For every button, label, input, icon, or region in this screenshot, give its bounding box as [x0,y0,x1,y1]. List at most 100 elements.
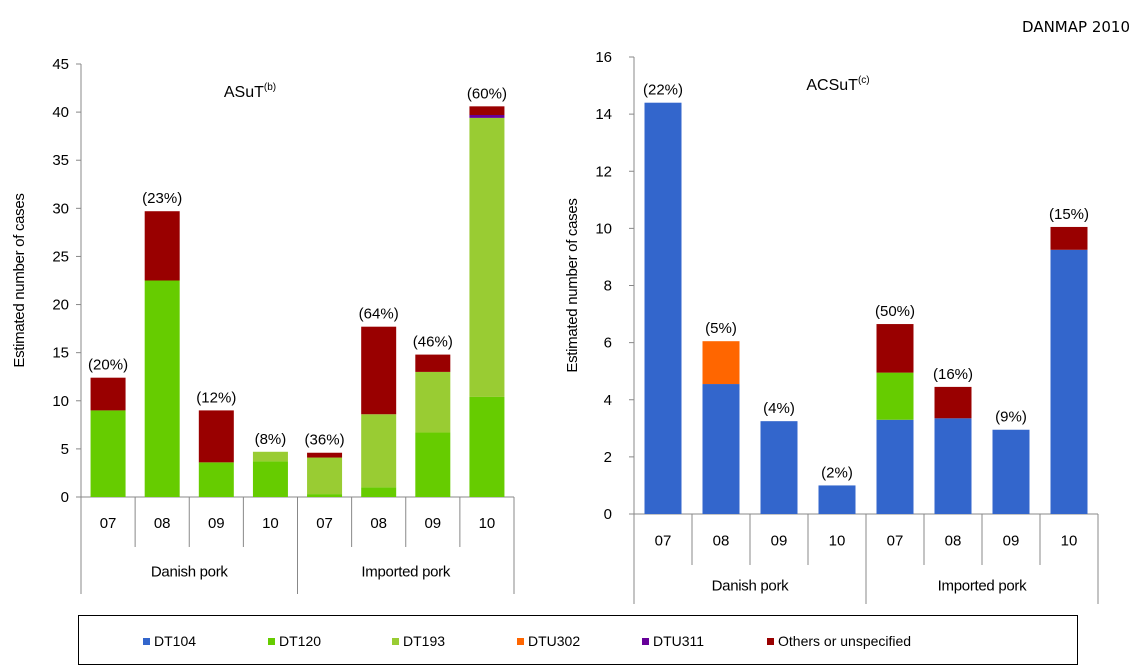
legend-label-dt104: DT104 [154,633,197,649]
chart1-data-label-5: (64%) [359,306,399,323]
legend-item-others: Others or unspecified [767,633,911,649]
chart1-data-label-6: (46%) [413,334,453,351]
chart1-title-superscript: (b) [264,82,276,93]
chart2-group-label-1: Imported pork [938,578,1027,595]
chart1-bar-others-or-unspecified-6 [415,354,451,372]
legend-item-dt193: DT193 [392,633,445,649]
chart1-bar-others-or-unspecified-7 [469,106,505,115]
chart2-bar-dt120-4 [876,372,914,420]
chart2-data-label-4: (50%) [875,303,915,320]
chart1-bar-dt120-4 [307,494,343,497]
chart2-data-label-7: (15%) [1049,206,1089,223]
chart2-category-label-4: 07 [887,533,904,550]
legend-swatch-dtu302 [517,637,524,645]
chart1-bar-others-or-unspecified-2 [198,410,234,463]
chart2-y-tick-label-4: 8 [604,278,612,295]
chart1-data-label-1: (23%) [142,190,182,207]
chart1-data-label-7: (60%) [467,85,507,102]
chart2-bar-dt104-6 [992,429,1030,514]
legend-label-others: Others or unspecified [778,633,912,649]
legend-swatch-dt104 [143,637,150,645]
chart2-bar-dt104-5 [934,418,972,514]
chart2-data-label-3: (2%) [821,464,853,481]
source-label: DANMAP 2010 [1022,18,1130,36]
chart2-title: ACSuT(c) [806,75,869,94]
chart2-y-tick-label-0: 0 [604,506,612,523]
chart1-category-label-4: 07 [316,515,333,532]
chart1-category-label-2: 09 [208,515,225,532]
legend-swatch-dt120 [268,637,275,645]
chart2-category-label-5: 08 [945,533,962,550]
chart2-y-tick-label-5: 10 [595,220,612,237]
chart2-group-label-0: Danish pork [712,578,790,595]
chart2-bar-dt104-2 [760,421,798,514]
legend-item-dt120: DT120 [268,633,321,649]
chart1-bar-dt120-5 [361,487,397,497]
chart1-y-tick-label-3: 15 [52,345,69,362]
chart1-group-label-1: Imported pork [361,564,450,581]
chart2-y-axis-label: Estimated number of cases [564,198,581,372]
chart2-y-tick-label-1: 2 [604,449,612,466]
chart2-bar-dtu302-1 [702,341,740,385]
chart2-category-label-0: 07 [655,533,672,550]
chart2-y-tick-label-2: 4 [604,392,612,409]
chart1-bar-dt193-7 [469,117,505,397]
chart1-bar-dt193-4 [307,457,343,495]
chart1-y-tick-label-6: 30 [52,200,69,217]
chart1-y-tick-label-8: 40 [52,104,69,121]
chart2-y-tick-label-3: 6 [604,335,612,352]
chart1-title-main: ASuT [224,84,264,101]
chart1-data-label-3: (8%) [255,431,287,448]
chart1-bar-dt120-1 [144,280,180,497]
chart1-bar-dt120-0 [90,410,126,497]
legend-item-dt104: DT104 [143,633,196,649]
chart1-category-label-7: 10 [479,515,496,532]
chart2-bar-others-or-unspecified-7 [1050,226,1088,250]
legend-label-dt193: DT193 [403,633,446,649]
chart1-title: ASuT(b) [224,82,276,101]
chart1-y-tick-label-0: 0 [61,489,69,506]
chart1-bar-dt120-3 [252,461,288,497]
chart1-data-label-4: (36%) [305,432,345,449]
chart1-bar-others-or-unspecified-1 [144,211,180,281]
chart1-y-tick-label-4: 20 [52,297,69,314]
chart2-bar-dt104-1 [702,384,740,514]
chart1-bar-dt120-2 [198,462,234,497]
chart1-bar-others-or-unspecified-4 [307,452,343,458]
chart1-bar-dt193-6 [415,371,451,433]
legend-item-dtu302: DTU302 [517,633,580,649]
chart2-data-label-5: (16%) [933,366,973,383]
chart2-y-tick-label-8: 16 [595,49,612,66]
chart1-y-tick-label-1: 5 [61,441,69,458]
chart2-data-label-2: (4%) [763,400,795,417]
chart2-title-main: ACSuT [806,77,858,94]
legend-swatch-others [767,637,774,645]
chart2-data-label-6: (9%) [995,409,1027,426]
chart2-data-label-1: (5%) [705,320,737,337]
chart1-data-label-2: (12%) [196,389,236,406]
chart2-bar-dt104-4 [876,419,914,514]
chart1-bar-dt120-7 [469,396,505,497]
legend-swatch-dt193 [392,637,399,645]
chart1-category-label-3: 10 [262,515,279,532]
chart1-bar-dt193-3 [252,451,288,462]
legend-label-dtu311: DTU311 [653,633,705,649]
chart2-title-superscript: (c) [858,75,870,86]
chart1-bar-others-or-unspecified-5 [361,326,397,415]
chart2-bar-others-or-unspecified-5 [934,386,972,419]
chart1-bar-dtu311-7 [469,114,505,118]
chart1-y-axis-label: Estimated number of cases [11,193,28,367]
chart1-y-tick-label-9: 45 [52,56,69,73]
chart1-data-label-0: (20%) [88,357,128,374]
chart1-y-tick-label-2: 10 [52,393,69,410]
chart2-category-label-6: 09 [1003,533,1020,550]
chart1-y-tick-label-5: 25 [52,248,69,265]
chart1-group-label-0: Danish pork [151,564,229,581]
chart2-y-tick-label-6: 12 [595,163,612,180]
chart1-bar-dt193-5 [361,414,397,488]
chart2-y-tick-label-7: 14 [595,106,612,123]
chart1-y-tick-label-7: 35 [52,152,69,169]
chart2-bar-dt104-7 [1050,249,1088,514]
chart1-category-label-1: 08 [154,515,171,532]
chart2-category-label-1: 08 [713,533,730,550]
